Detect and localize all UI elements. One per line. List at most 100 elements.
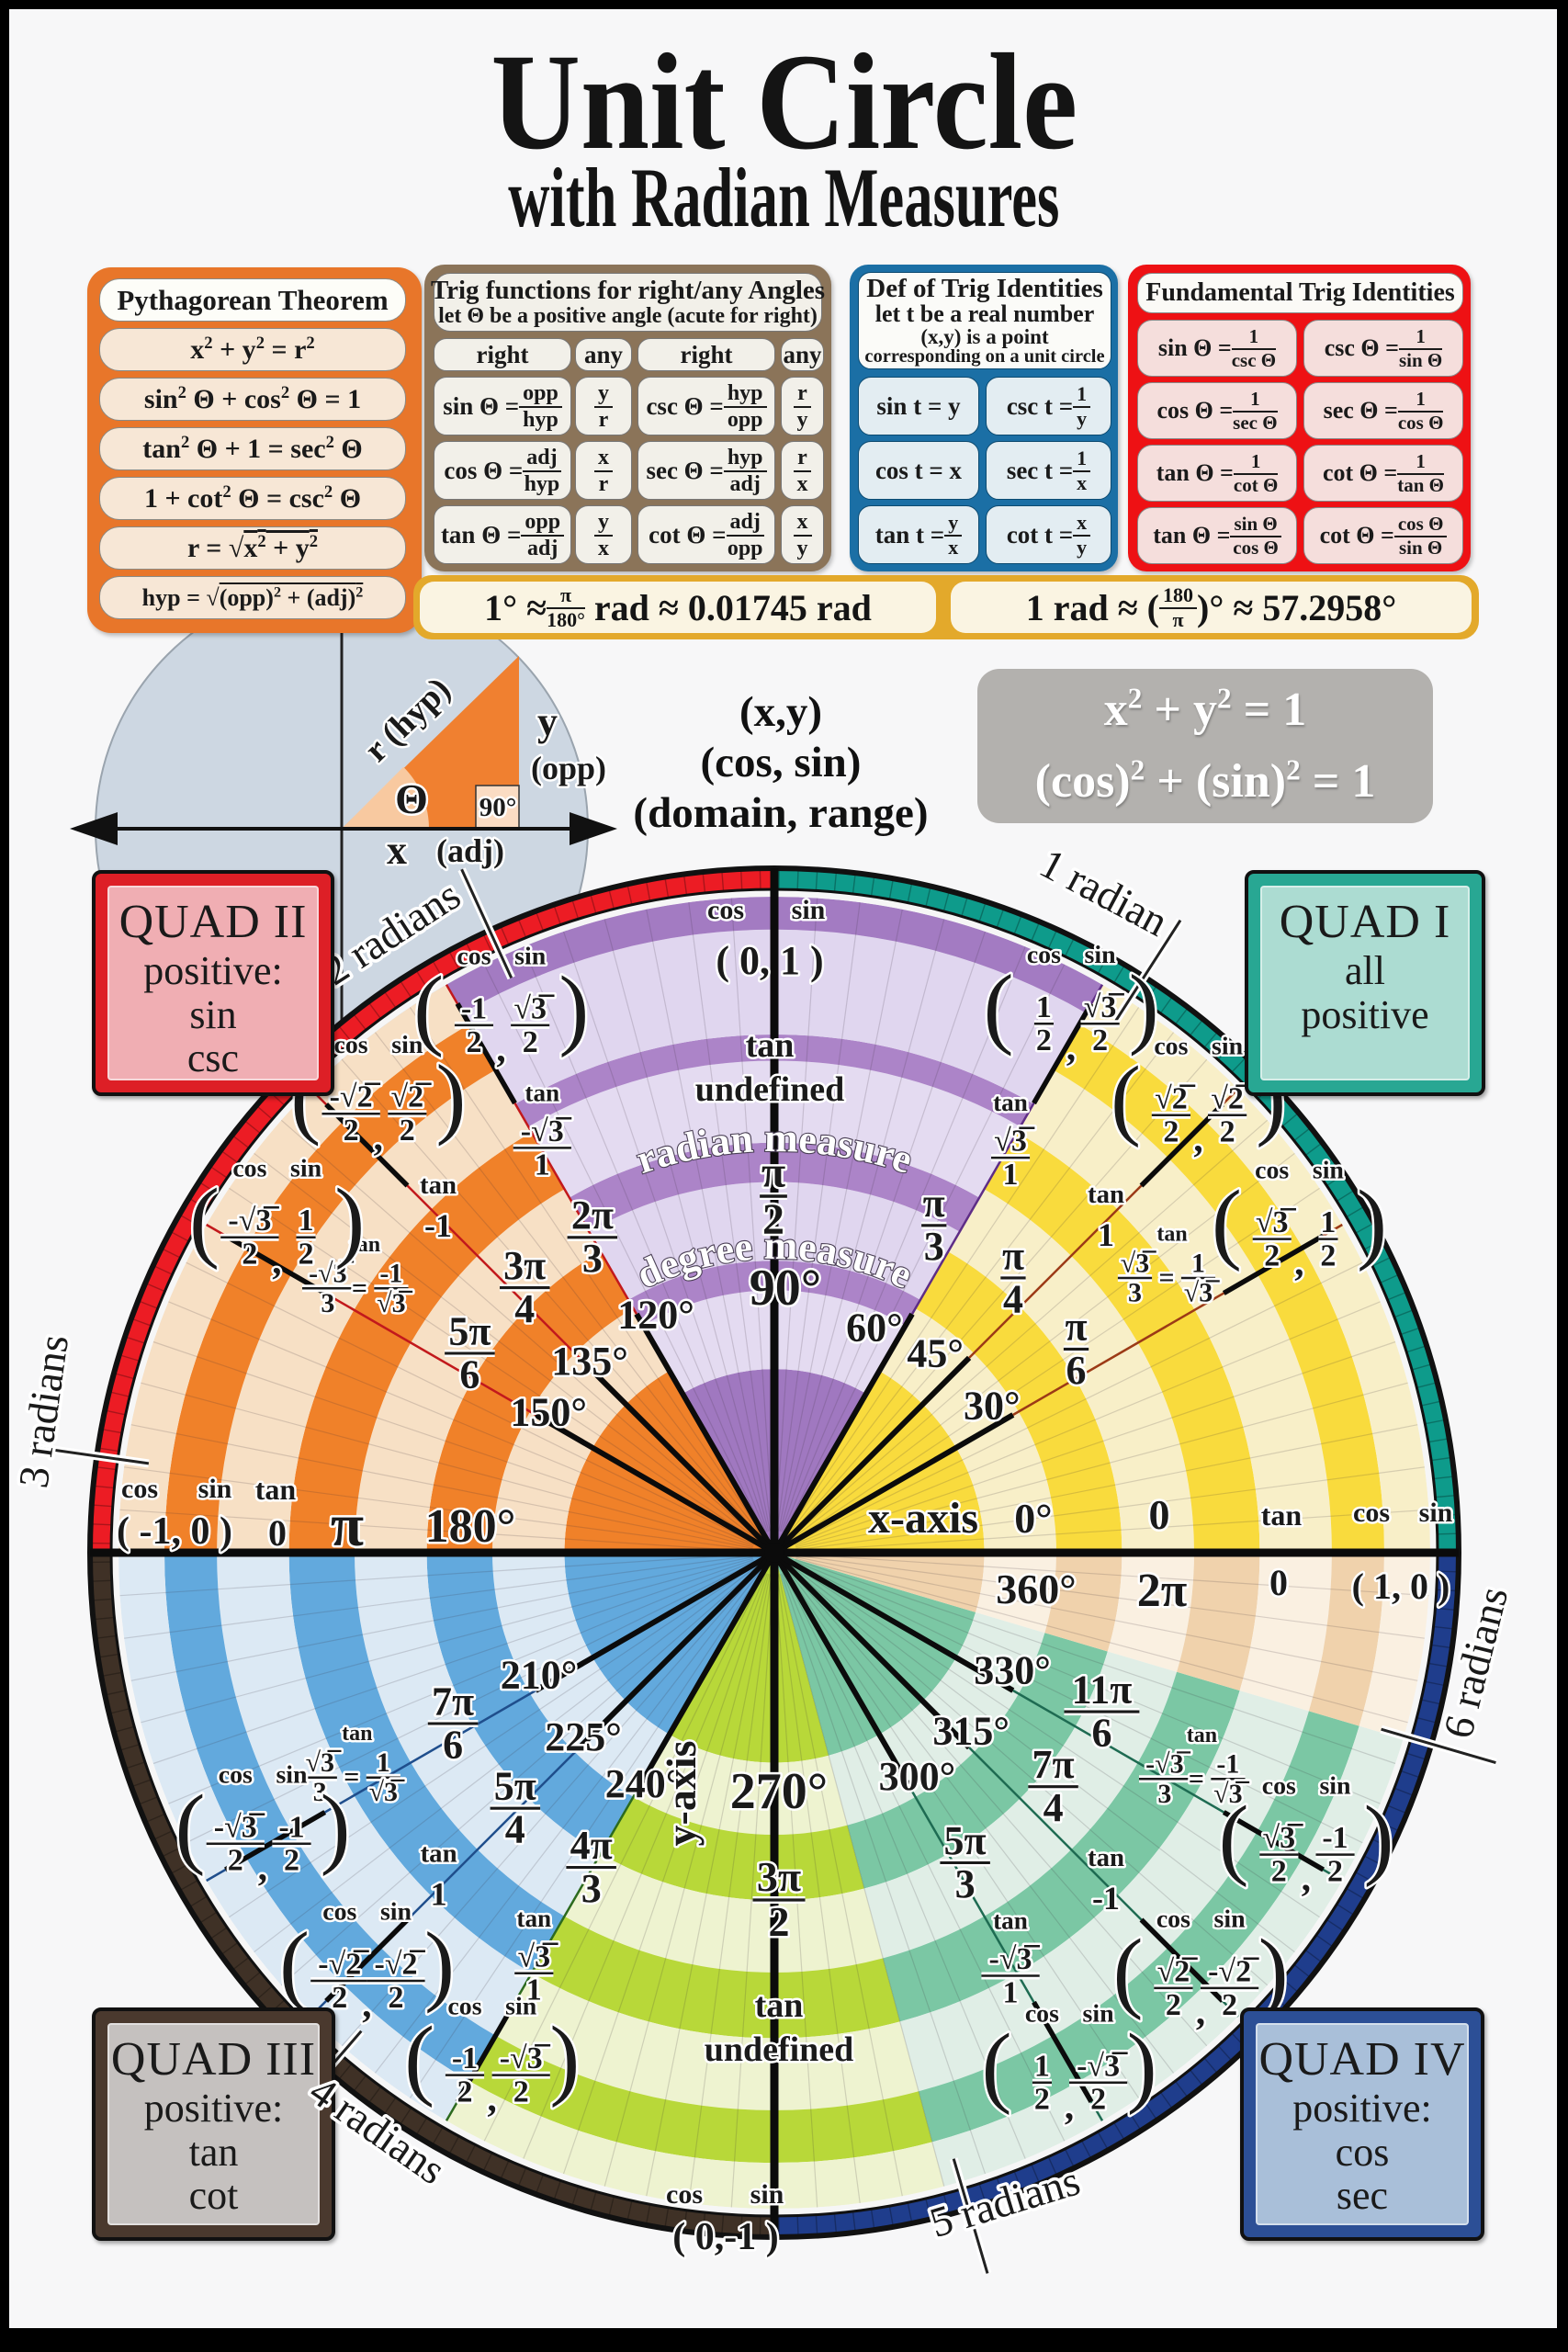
svg-text:(: (: [1212, 1172, 1242, 1272]
svg-text:): ): [558, 958, 589, 1058]
svg-text:,: ,: [1066, 1026, 1076, 1068]
svg-text:210°: 210°: [501, 1653, 578, 1698]
svg-text:(opp): (opp): [531, 750, 606, 786]
svg-text:(: (: [189, 1170, 220, 1271]
svg-text:,: ,: [258, 1847, 267, 1888]
svg-text:360°: 360°: [996, 1566, 1076, 1612]
svg-text:cos: cos: [121, 1474, 158, 1504]
svg-text:2: 2: [228, 1844, 243, 1878]
svg-text:,: ,: [1196, 1991, 1205, 2032]
svg-text:1: 1: [1098, 1216, 1114, 1253]
svg-text:2: 2: [389, 1981, 404, 2015]
svg-text:undefined: undefined: [705, 2030, 854, 2069]
svg-text:tan: tan: [1088, 1180, 1124, 1209]
svg-text:cos: cos: [219, 1760, 253, 1789]
svg-text:2: 2: [762, 1195, 784, 1244]
svg-text:π: π: [761, 1148, 785, 1196]
svg-text:6: 6: [443, 1722, 463, 1767]
svg-text:): ): [321, 1777, 351, 1877]
svg-text:sin: sin: [1085, 941, 1117, 969]
svg-text:3: 3: [581, 1866, 602, 1911]
svg-text:3π: 3π: [503, 1243, 546, 1288]
svg-text:tan: tan: [1187, 1724, 1217, 1747]
svg-text:π: π: [1002, 1233, 1024, 1278]
svg-text:2: 2: [1163, 1115, 1179, 1149]
svg-text:Θ: Θ: [395, 775, 428, 822]
svg-text:sin: sin: [505, 1992, 537, 2020]
svg-text:2: 2: [332, 1981, 347, 2015]
svg-text:90°: 90°: [479, 793, 517, 822]
svg-text:3: 3: [313, 1777, 327, 1807]
svg-text:1: 1: [1003, 1158, 1019, 1192]
svg-text:2: 2: [284, 1844, 299, 1878]
svg-text:2: 2: [769, 1898, 790, 1945]
svg-text:cos: cos: [1353, 1498, 1390, 1528]
svg-text:3: 3: [321, 1288, 334, 1318]
svg-text:,: ,: [1065, 2086, 1074, 2127]
svg-text:2: 2: [1264, 1239, 1280, 1273]
svg-text:-√3̅: -√3̅: [989, 1942, 1041, 1976]
svg-text:tan: tan: [993, 1907, 1028, 1935]
svg-text:): ): [549, 2008, 580, 2109]
svg-text:225°: 225°: [545, 1714, 622, 1759]
svg-text:2π: 2π: [571, 1193, 614, 1238]
svg-text:): ): [435, 1047, 466, 1148]
svg-text:tan: tan: [525, 1079, 559, 1106]
svg-text:2: 2: [457, 2075, 473, 2109]
svg-text:sin: sin: [750, 2179, 784, 2210]
svg-text:( 0,-1 ): ( 0,-1 ): [672, 2216, 778, 2258]
svg-text:( 0, 1 ): ( 0, 1 ): [716, 938, 823, 983]
svg-text:7π: 7π: [1032, 1742, 1075, 1787]
svg-text:5π: 5π: [448, 1308, 491, 1353]
svg-text:270°: 270°: [730, 1763, 828, 1820]
svg-text:sin: sin: [380, 1898, 412, 1927]
svg-text:x: x: [387, 828, 407, 873]
svg-text:4: 4: [1043, 1785, 1064, 1830]
svg-text:π: π: [923, 1181, 945, 1226]
svg-text:(: (: [404, 2008, 434, 2109]
svg-text:-1: -1: [461, 991, 487, 1025]
svg-text:2: 2: [344, 1114, 359, 1148]
svg-text:150°: 150°: [510, 1390, 587, 1435]
svg-text:5π: 5π: [494, 1764, 536, 1809]
svg-text:1: 1: [1320, 1205, 1336, 1239]
svg-text:sin: sin: [391, 1031, 423, 1059]
svg-text:): ): [334, 1170, 365, 1271]
svg-text:(: (: [175, 1777, 206, 1877]
svg-text:180°: 180°: [425, 1500, 516, 1553]
svg-text:undefined: undefined: [695, 1070, 845, 1109]
svg-text:2: 2: [1320, 1239, 1336, 1273]
svg-text:cos: cos: [707, 895, 744, 925]
svg-text:90°: 90°: [750, 1260, 821, 1317]
svg-text:π: π: [1065, 1305, 1087, 1350]
svg-text:2: 2: [513, 2075, 529, 2109]
svg-text:): ): [424, 1914, 455, 2014]
svg-text:=: =: [344, 1762, 359, 1792]
svg-text:=: =: [352, 1272, 367, 1303]
svg-text:-1: -1: [452, 2041, 478, 2075]
svg-text:300°: 300°: [879, 1754, 956, 1799]
svg-text:4: 4: [1003, 1276, 1023, 1321]
svg-text:11π: 11π: [1072, 1667, 1133, 1712]
svg-text:3 radians: 3 radians: [9, 1332, 77, 1491]
svg-text:3π: 3π: [757, 1853, 801, 1900]
svg-text:cos: cos: [1262, 1771, 1296, 1800]
svg-text:0: 0: [268, 1512, 287, 1554]
svg-text:tan: tan: [420, 1170, 457, 1200]
svg-text:(: (: [1111, 1048, 1141, 1148]
svg-text:1: 1: [1036, 990, 1052, 1024]
svg-text:2: 2: [1166, 1988, 1181, 2022]
svg-text:cos: cos: [334, 1031, 368, 1059]
svg-text:tan: tan: [350, 1233, 380, 1257]
svg-text:2: 2: [1220, 1115, 1235, 1149]
svg-text:sin: sin: [276, 1760, 308, 1789]
svg-text:=: =: [1189, 1763, 1204, 1793]
svg-text:cos: cos: [1027, 941, 1061, 969]
svg-text:x-axis: x-axis: [868, 1494, 978, 1543]
svg-text:sin: sin: [290, 1154, 322, 1182]
svg-text:,: ,: [1302, 1858, 1311, 1899]
svg-text:0°: 0°: [1014, 1495, 1052, 1542]
svg-text:4π: 4π: [570, 1823, 613, 1868]
svg-text:sin: sin: [1083, 2000, 1115, 2029]
svg-text:6: 6: [459, 1351, 479, 1396]
